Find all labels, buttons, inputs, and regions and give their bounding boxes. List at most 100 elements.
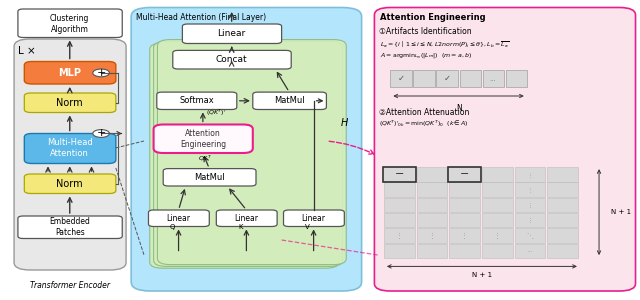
Text: ...: ... <box>527 248 532 253</box>
Text: K: K <box>238 224 243 230</box>
Text: Embedded
Patches: Embedded Patches <box>49 218 90 237</box>
Bar <box>449 167 480 182</box>
FancyBboxPatch shape <box>284 210 344 226</box>
Bar <box>449 198 480 212</box>
Bar <box>436 70 458 87</box>
Text: $QK^T$: $QK^T$ <box>198 153 212 163</box>
Bar <box>417 182 447 197</box>
Text: Multi-Head
Attention: Multi-Head Attention <box>47 138 93 158</box>
Bar <box>390 70 412 87</box>
Bar <box>384 198 415 212</box>
Text: −: − <box>395 169 404 179</box>
Bar <box>506 70 527 87</box>
FancyBboxPatch shape <box>154 41 342 266</box>
Text: ⋮: ⋮ <box>461 232 468 238</box>
Bar <box>417 213 447 227</box>
Text: ⋮: ⋮ <box>429 232 435 238</box>
Bar <box>384 182 415 197</box>
Text: N + 1: N + 1 <box>472 272 492 278</box>
Bar <box>515 228 545 243</box>
Text: ⋮: ⋮ <box>527 187 532 192</box>
Text: L ×: L × <box>18 46 36 56</box>
Bar <box>417 228 447 243</box>
Bar <box>547 182 578 197</box>
Text: Q: Q <box>170 224 175 230</box>
Text: $(QK^T)'_{0k} = \min(QK^T)_0\ \ (k \in A)$: $(QK^T)'_{0k} = \min(QK^T)_0\ \ (k \in A… <box>379 119 468 129</box>
Bar <box>449 213 480 227</box>
FancyBboxPatch shape <box>24 174 116 194</box>
Text: N + 1: N + 1 <box>611 209 630 215</box>
Bar <box>515 198 545 212</box>
Text: Clustering
Algorithm: Clustering Algorithm <box>50 14 90 34</box>
Bar <box>460 70 481 87</box>
FancyBboxPatch shape <box>154 124 253 153</box>
FancyBboxPatch shape <box>150 43 339 268</box>
Bar <box>383 167 416 182</box>
Text: ⋮: ⋮ <box>527 172 532 177</box>
Text: $L_a = \{i \mid 1 \leq i \leq N, L2norm(P)_i \leq \theta\}, L_b = \overline{L_a}: $L_a = \{i \mid 1 \leq i \leq N, L2norm(… <box>380 39 509 50</box>
Bar <box>547 228 578 243</box>
FancyBboxPatch shape <box>148 210 209 226</box>
Text: +: + <box>97 68 106 78</box>
Bar <box>547 244 578 258</box>
Text: ⋮: ⋮ <box>396 232 403 238</box>
Text: Linear: Linear <box>234 214 259 223</box>
Bar <box>547 213 578 227</box>
Bar <box>384 167 415 182</box>
Text: ①Artifacts Identification: ①Artifacts Identification <box>379 27 472 36</box>
Text: Transformer Encoder: Transformer Encoder <box>30 280 110 290</box>
Text: +: + <box>97 128 106 139</box>
FancyBboxPatch shape <box>157 40 346 265</box>
Text: MLP: MLP <box>58 68 81 78</box>
Bar <box>482 213 513 227</box>
Bar <box>482 182 513 197</box>
Bar <box>449 228 480 243</box>
Text: Concat: Concat <box>216 55 248 64</box>
Text: MatMul: MatMul <box>274 96 305 105</box>
FancyBboxPatch shape <box>24 134 116 164</box>
Bar <box>384 213 415 227</box>
Bar <box>482 167 513 182</box>
Text: Softmax: Softmax <box>179 96 214 105</box>
FancyBboxPatch shape <box>131 8 362 291</box>
Circle shape <box>93 130 109 137</box>
Text: ⋮: ⋮ <box>527 202 532 207</box>
Bar <box>384 228 415 243</box>
FancyBboxPatch shape <box>14 39 126 270</box>
Text: Multi-Head Attention (Final Layer): Multi-Head Attention (Final Layer) <box>136 14 266 22</box>
Text: −: − <box>460 169 469 179</box>
Bar <box>448 167 481 182</box>
FancyBboxPatch shape <box>24 93 116 112</box>
Text: N: N <box>457 103 462 112</box>
FancyBboxPatch shape <box>216 210 277 226</box>
Bar <box>417 198 447 212</box>
Text: Attention Engineering: Attention Engineering <box>380 14 485 22</box>
Text: ✓: ✓ <box>397 74 404 83</box>
Bar <box>449 244 480 258</box>
FancyBboxPatch shape <box>24 61 116 84</box>
Text: Linear: Linear <box>166 214 191 223</box>
FancyBboxPatch shape <box>163 169 256 186</box>
FancyBboxPatch shape <box>18 9 122 38</box>
Bar <box>384 244 415 258</box>
Bar <box>449 182 480 197</box>
Text: ②Attention Attenuation: ②Attention Attenuation <box>379 108 469 117</box>
Text: Linear: Linear <box>218 29 246 38</box>
Bar <box>482 244 513 258</box>
Text: Norm: Norm <box>56 178 83 189</box>
Text: MatMul: MatMul <box>194 173 225 182</box>
Bar <box>547 167 578 182</box>
FancyBboxPatch shape <box>18 216 122 239</box>
Circle shape <box>93 69 109 77</box>
Text: Attention
Engineering: Attention Engineering <box>180 129 226 148</box>
Bar <box>515 244 545 258</box>
Bar <box>483 70 504 87</box>
Text: ...: ... <box>490 76 497 82</box>
Text: Linear: Linear <box>301 214 326 223</box>
Text: $A = \mathrm{argmin}_{L_m}(|L_m|)\ \ (m = a, b)$: $A = \mathrm{argmin}_{L_m}(|L_m|)\ \ (m … <box>380 52 472 61</box>
Bar <box>482 228 513 243</box>
Text: ⋮: ⋮ <box>494 232 500 238</box>
FancyBboxPatch shape <box>157 92 237 110</box>
Bar <box>515 167 545 182</box>
Text: ✓: ✓ <box>444 74 451 83</box>
